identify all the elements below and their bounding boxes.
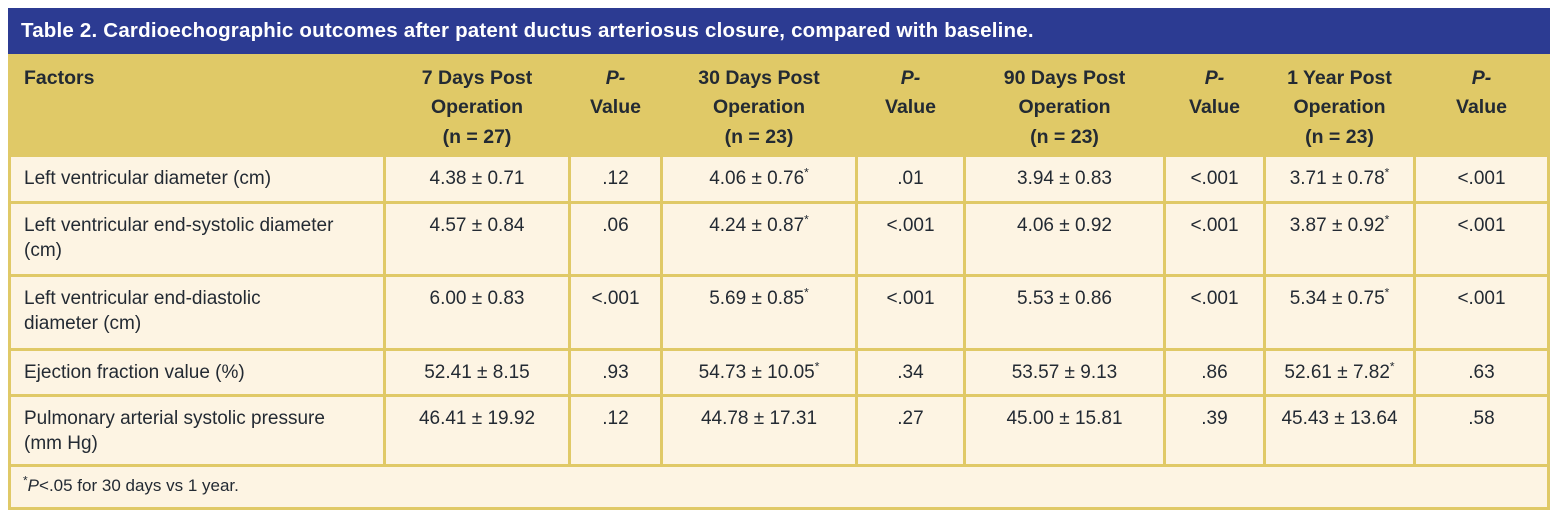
pvalue-cell: <.001: [1416, 204, 1547, 274]
pvalue-cell: .12: [571, 397, 660, 464]
value-cell: 53.57 ± 9.13: [966, 351, 1163, 394]
pvalue-cell: .06: [571, 204, 660, 274]
factor-cell: Pulmonary arterial systolic pressure (mm…: [11, 397, 383, 464]
column-header-pvalue: P- Value: [571, 54, 660, 154]
footnote-text: <.05 for 30 days vs 1 year.: [39, 476, 239, 495]
pvalue-cell: .39: [1166, 397, 1263, 464]
value-cell: 3.87 ± 0.92*: [1266, 204, 1413, 274]
value-cell: 52.41 ± 8.15: [386, 351, 568, 394]
pvalue-cell: <.001: [1416, 157, 1547, 201]
pvalue-cell: <.001: [858, 277, 963, 348]
factor-cell: Left ventricular end-diastolic diameter …: [11, 277, 383, 348]
value-cell: 3.94 ± 0.83: [966, 157, 1163, 201]
column-header-pvalue: P- Value: [858, 54, 963, 154]
value-cell: 5.34 ± 0.75*: [1266, 277, 1413, 348]
pvalue-cell: <.001: [1166, 157, 1263, 201]
value-cell: 46.41 ± 19.92: [386, 397, 568, 464]
pvalue-cell: .01: [858, 157, 963, 201]
value-cell: 4.06 ± 0.76*: [663, 157, 855, 201]
table-grid: Factors 7 Days Post Operation (n = 27) P- Val…: [8, 54, 1550, 510]
pvalue-cell: .27: [858, 397, 963, 464]
pvalue-cell: .86: [1166, 351, 1263, 394]
value-cell: 4.57 ± 0.84: [386, 204, 568, 274]
column-header: 1 Year Post Operation (n = 23): [1266, 54, 1413, 154]
factor-cell: Ejection fraction value (%): [11, 351, 383, 394]
table-title: Table 2. Cardioechographic outcomes afte…: [8, 8, 1550, 54]
pvalue-cell: .63: [1416, 351, 1547, 394]
column-header-pvalue: P- Value: [1416, 54, 1547, 154]
pvalue-cell: <.001: [1166, 277, 1263, 348]
pvalue-cell: .58: [1416, 397, 1547, 464]
value-cell: 45.43 ± 13.64: [1266, 397, 1413, 464]
pvalue-cell: <.001: [1416, 277, 1547, 348]
column-header: 90 Days Post Operation (n = 23): [966, 54, 1163, 154]
footnote-p: P: [27, 476, 40, 495]
pvalue-cell: <.001: [858, 204, 963, 274]
value-cell: 4.06 ± 0.92: [966, 204, 1163, 274]
pvalue-cell: <.001: [571, 277, 660, 348]
value-cell: 54.73 ± 10.05*: [663, 351, 855, 394]
factor-cell: Left ventricular end-systolic diameter (…: [11, 204, 383, 274]
column-header-pvalue: P- Value: [1166, 54, 1263, 154]
pvalue-cell: .93: [571, 351, 660, 394]
pvalue-cell: .12: [571, 157, 660, 201]
value-cell: 5.69 ± 0.85*: [663, 277, 855, 348]
table-2-card: Table 2. Cardioechographic outcomes afte…: [8, 8, 1550, 510]
value-cell: 45.00 ± 15.81: [966, 397, 1163, 464]
value-cell: 4.24 ± 0.87*: [663, 204, 855, 274]
pvalue-cell: <.001: [1166, 204, 1263, 274]
value-cell: 52.61 ± 7.82*: [1266, 351, 1413, 394]
pvalue-cell: .34: [858, 351, 963, 394]
table-footnote: *P<.05 for 30 days vs 1 year.: [11, 467, 1547, 507]
value-cell: 44.78 ± 17.31: [663, 397, 855, 464]
value-cell: 3.71 ± 0.78*: [1266, 157, 1413, 201]
value-cell: 5.53 ± 0.86: [966, 277, 1163, 348]
column-header: 30 Days Post Operation (n = 23): [663, 54, 855, 154]
footnote-asterisk: *: [23, 473, 28, 488]
value-cell: 6.00 ± 0.83: [386, 277, 568, 348]
column-header: 7 Days Post Operation (n = 27): [386, 54, 568, 154]
value-cell: 4.38 ± 0.71: [386, 157, 568, 201]
column-header-factors: Factors: [11, 54, 383, 154]
factor-cell: Left ventricular diameter (cm): [11, 157, 383, 201]
